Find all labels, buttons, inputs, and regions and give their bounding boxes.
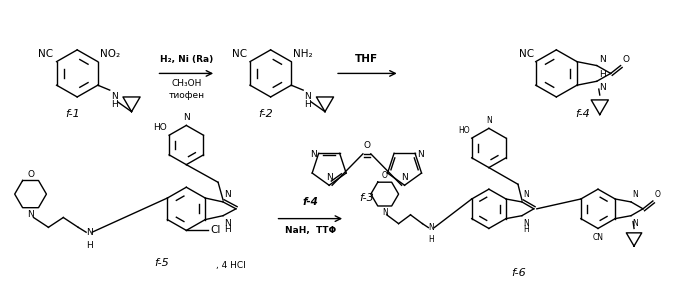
Text: N: N [224,190,231,199]
Text: тиофен: тиофен [168,91,205,100]
Text: f-5: f-5 [154,258,169,268]
Text: HO: HO [154,123,167,132]
Text: NO₂: NO₂ [100,49,120,59]
Text: THF: THF [355,54,378,64]
Text: N: N [27,210,34,219]
Text: N: N [486,116,492,126]
Text: N: N [599,55,606,64]
Text: , 4 HCl: , 4 HCl [216,261,246,270]
Text: H: H [523,225,528,235]
Text: CN: CN [593,233,604,242]
Text: N: N [224,219,231,228]
Text: H: H [429,235,434,244]
Text: f-6: f-6 [511,268,526,278]
Text: f-2: f-2 [258,108,273,118]
Text: N: N [429,223,434,232]
Text: O: O [382,171,387,180]
Text: f-4: f-4 [576,108,591,118]
Text: N: N [599,83,606,92]
Text: f-4: f-4 [302,197,318,207]
Text: H: H [224,225,231,235]
Text: CH₃OH: CH₃OH [171,79,202,88]
Text: N: N [417,150,424,159]
Text: NC: NC [232,49,247,59]
Text: f-1: f-1 [65,108,80,118]
Text: NaH,  ТТΦ: NaH, ТТΦ [285,226,336,235]
Text: N: N [183,113,190,123]
Text: NC: NC [519,49,534,59]
Text: H: H [86,241,93,250]
Text: NH₂: NH₂ [293,49,313,59]
Text: H₂, Ni (Ra): H₂, Ni (Ra) [160,55,213,64]
Text: HO: HO [458,126,470,135]
Text: O: O [27,170,34,178]
Text: O: O [364,141,371,150]
Text: N: N [523,190,528,199]
Text: N: N [304,92,311,101]
Text: H: H [599,71,606,79]
Text: H: H [304,100,311,109]
Text: H: H [111,100,117,109]
Text: N: N [523,219,528,228]
Text: O: O [655,190,661,199]
Text: N: N [86,228,93,237]
Text: NC: NC [38,49,54,59]
Text: N: N [632,190,638,199]
Text: N: N [310,150,317,159]
Text: N: N [401,173,408,182]
Text: N: N [382,208,387,217]
Text: O: O [623,55,630,64]
Text: N: N [632,219,638,228]
Text: Cl: Cl [210,225,221,235]
Text: N: N [111,92,117,101]
Text: f-3: f-3 [359,193,374,203]
Text: N: N [326,173,332,182]
